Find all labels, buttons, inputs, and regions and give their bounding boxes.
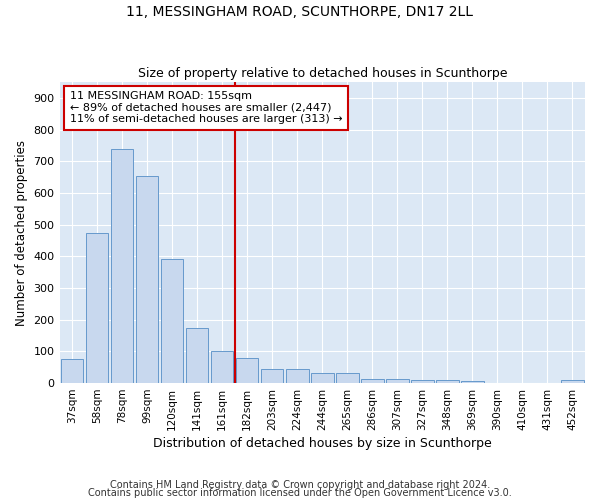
Bar (286, 369, 308, 383)
Text: Contains HM Land Registry data © Crown copyright and database right 2024.: Contains HM Land Registry data © Crown c… (110, 480, 490, 490)
Bar (461, 380, 484, 383)
Bar (86, 232, 109, 383)
Bar (61, 360, 83, 383)
Bar (136, 176, 158, 383)
Bar (261, 369, 283, 383)
Bar (411, 380, 434, 383)
Bar (111, 148, 133, 383)
Bar (436, 380, 458, 383)
Title: Size of property relative to detached houses in Scunthorpe: Size of property relative to detached ho… (137, 66, 507, 80)
X-axis label: Distribution of detached houses by size in Scunthorpe: Distribution of detached houses by size … (153, 437, 491, 450)
Bar (161, 260, 184, 383)
Bar (311, 373, 334, 383)
Bar (336, 373, 359, 383)
Bar (186, 328, 208, 383)
Text: 11, MESSINGHAM ROAD, SCUNTHORPE, DN17 2LL: 11, MESSINGHAM ROAD, SCUNTHORPE, DN17 2L… (127, 5, 473, 19)
Bar (211, 352, 233, 383)
Bar (561, 380, 584, 383)
Text: Contains public sector information licensed under the Open Government Licence v3: Contains public sector information licen… (88, 488, 512, 498)
Text: 11 MESSINGHAM ROAD: 155sqm
← 89% of detached houses are smaller (2,447)
11% of s: 11 MESSINGHAM ROAD: 155sqm ← 89% of deta… (70, 91, 343, 124)
Bar (236, 358, 259, 383)
Y-axis label: Number of detached properties: Number of detached properties (15, 140, 28, 326)
Bar (361, 380, 383, 383)
Bar (386, 380, 409, 383)
